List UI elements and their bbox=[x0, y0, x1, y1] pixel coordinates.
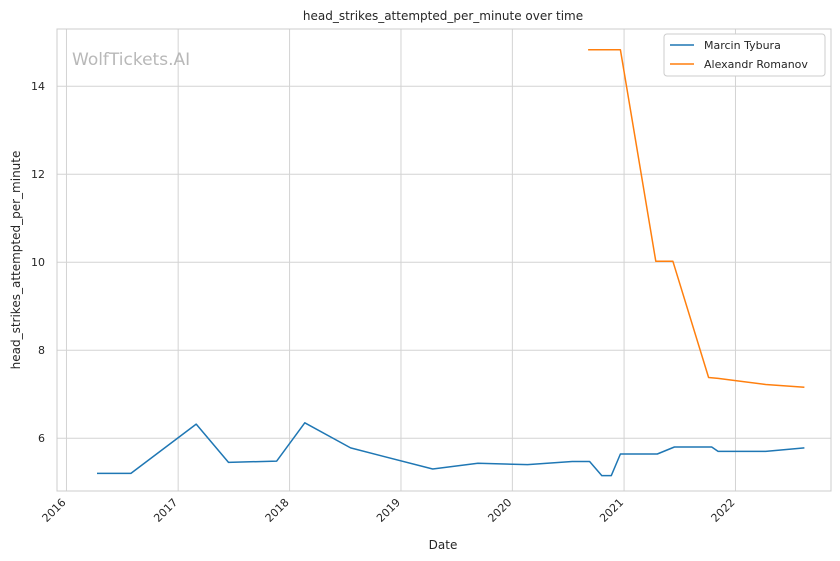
x-tick-label: 2016 bbox=[40, 496, 69, 525]
y-tick-label: 10 bbox=[31, 256, 45, 269]
y-tick-label: 12 bbox=[31, 168, 45, 181]
legend-entry-1: Marcin Tybura bbox=[704, 39, 781, 52]
x-tick-label: 2018 bbox=[263, 496, 292, 525]
y-tick-label: 14 bbox=[31, 80, 45, 93]
series-layer bbox=[97, 48, 805, 477]
x-axis-label: Date bbox=[429, 538, 458, 552]
series-line-1 bbox=[97, 422, 805, 477]
x-tick-label: 2022 bbox=[709, 496, 738, 525]
watermark-text: WolfTickets.AI bbox=[72, 50, 190, 70]
y-tick-labels: 6 8 10 12 14 bbox=[31, 80, 45, 445]
x-tick-label: 2019 bbox=[374, 496, 403, 525]
legend: Marcin Tybura Alexandr Romanov bbox=[663, 33, 826, 77]
x-tick-label: 2017 bbox=[151, 496, 180, 525]
chart-title: head_strikes_attempted_per_minute over t… bbox=[303, 9, 583, 23]
y-tick-label: 6 bbox=[38, 432, 45, 445]
series-line-2 bbox=[588, 48, 805, 388]
grid-layer bbox=[57, 29, 831, 491]
x-tick-labels: 2016 2017 2018 2019 2020 2021 2022 bbox=[40, 496, 738, 525]
x-tick-label: 2020 bbox=[485, 496, 514, 525]
plot-frame bbox=[56, 28, 832, 492]
y-tick-label: 8 bbox=[38, 344, 45, 357]
y-axis-label: head_strikes_attempted_per_minute bbox=[9, 151, 23, 370]
legend-box bbox=[663, 33, 826, 77]
x-tick-label: 2021 bbox=[597, 496, 626, 525]
legend-entry-2: Alexandr Romanov bbox=[704, 58, 808, 71]
